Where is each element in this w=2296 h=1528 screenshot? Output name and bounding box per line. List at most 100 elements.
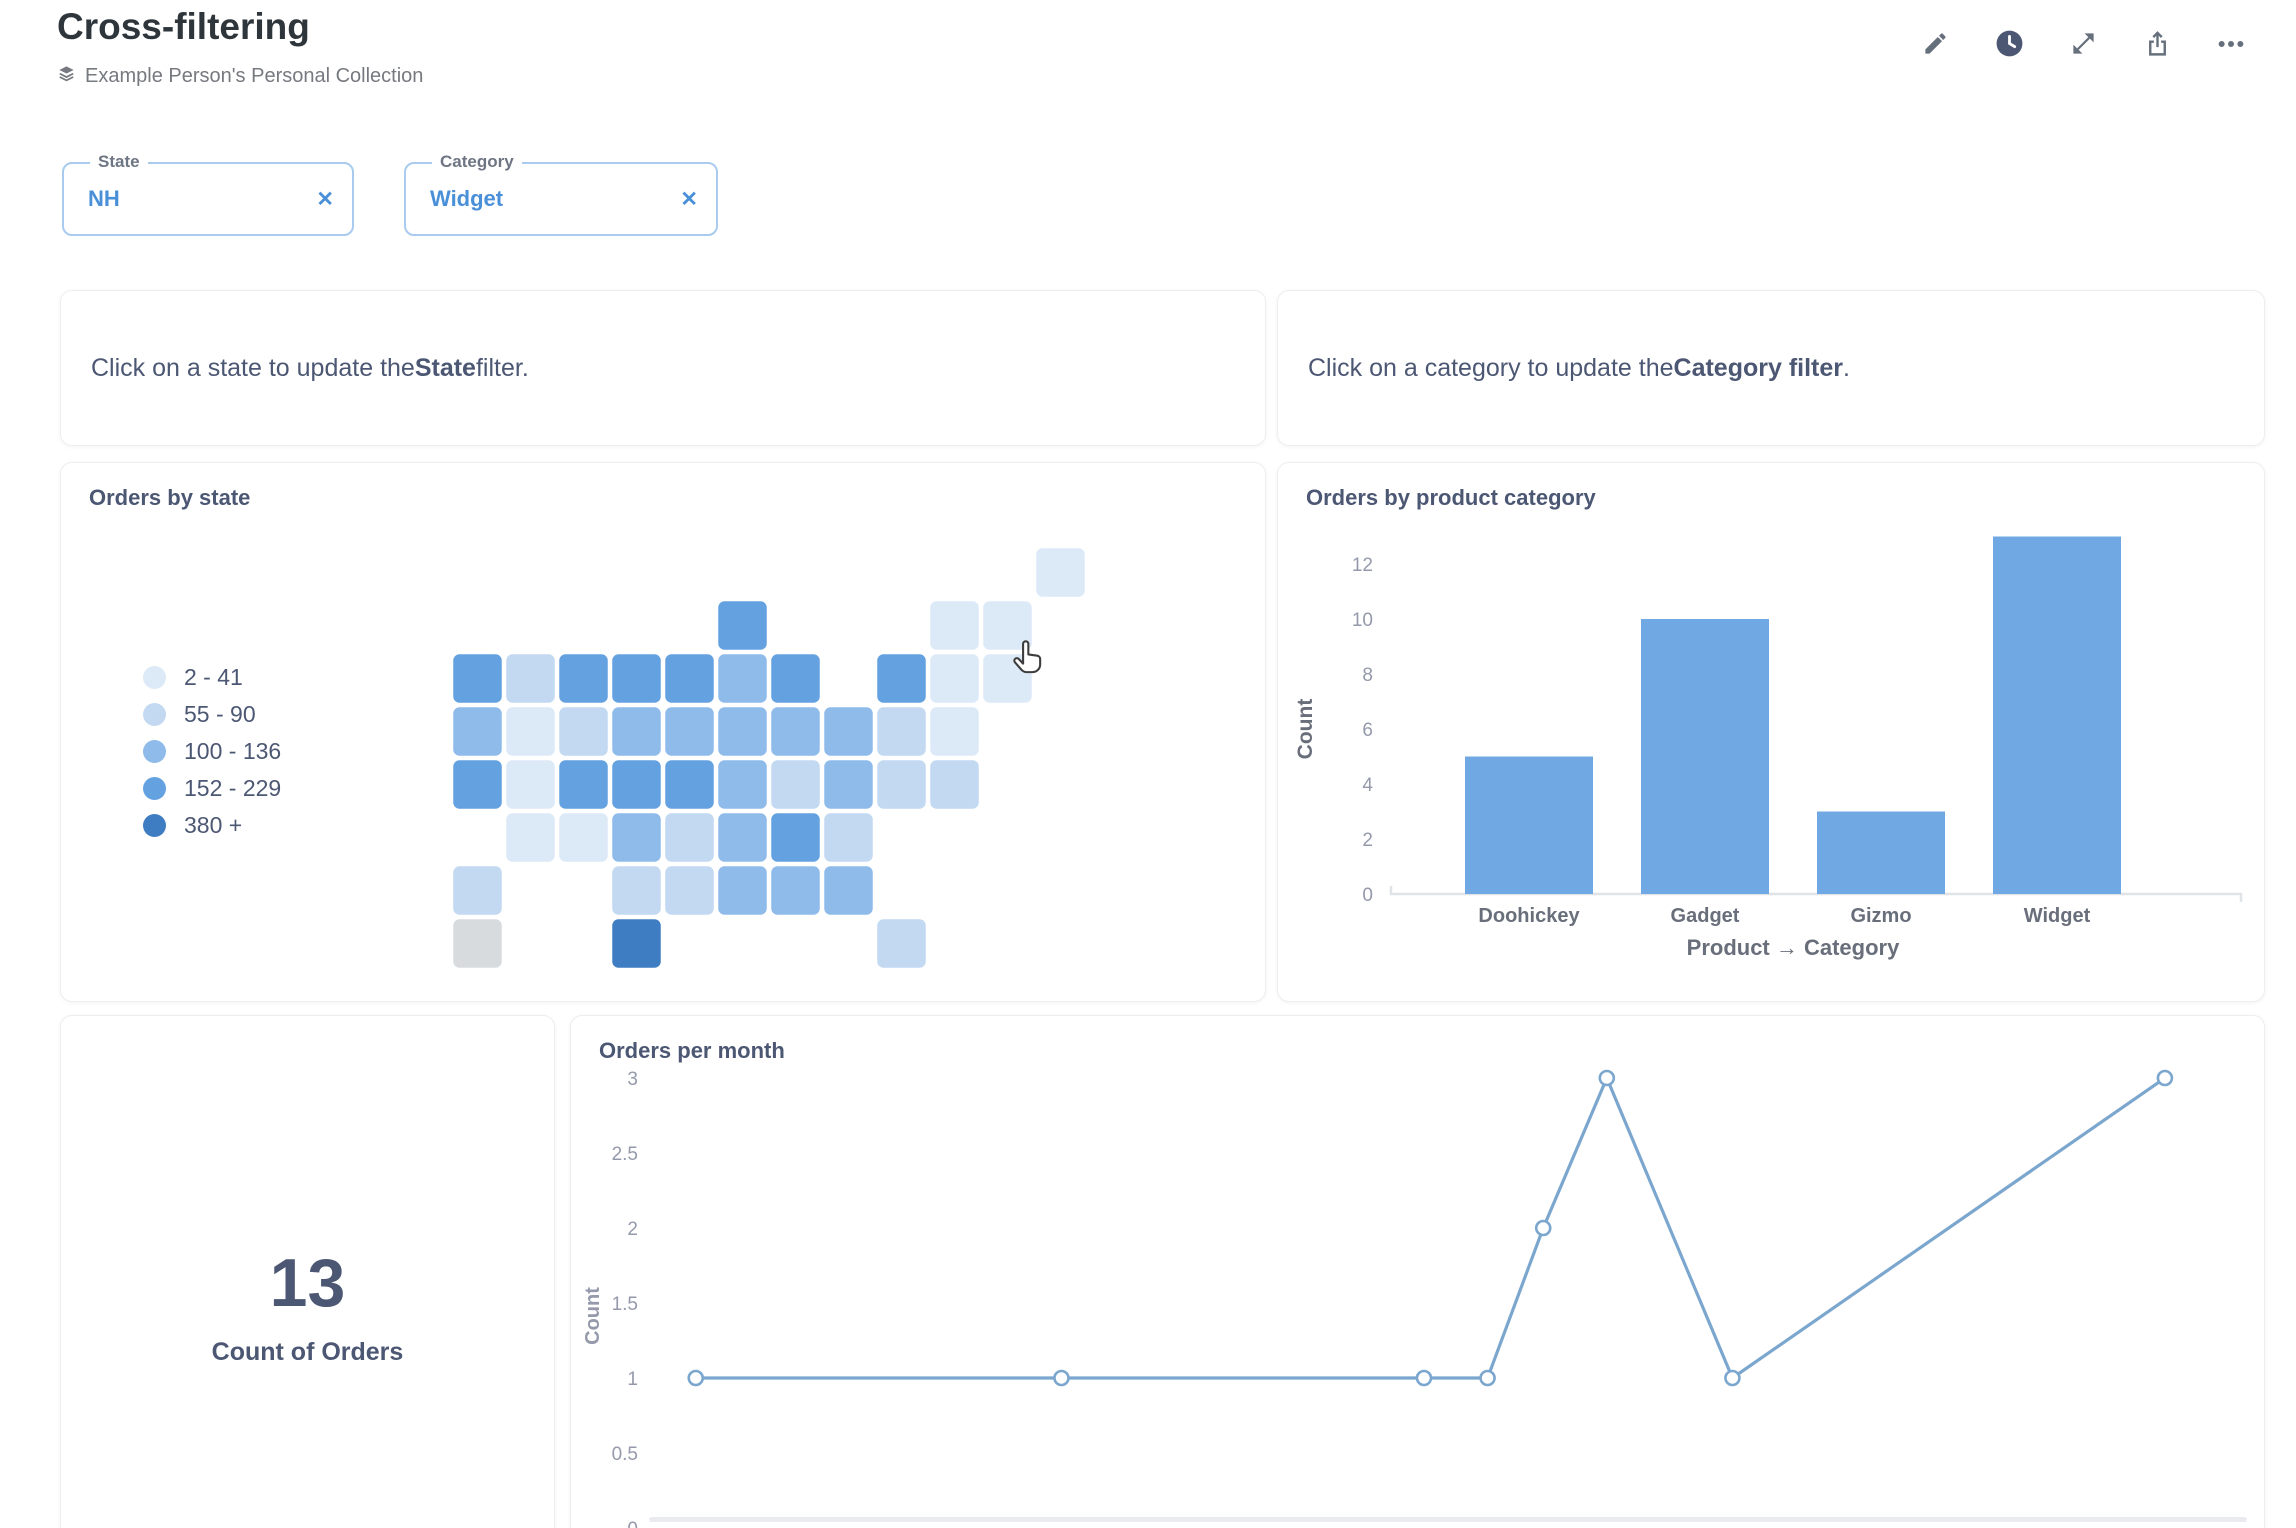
- filter-state-clear-icon[interactable]: ✕: [316, 187, 334, 211]
- bar-Gadget[interactable]: [1641, 619, 1769, 894]
- filter-category-clear-icon[interactable]: ✕: [680, 187, 698, 211]
- breadcrumb[interactable]: Example Person's Personal Collection: [57, 64, 423, 89]
- state-tile-MT[interactable]: [557, 652, 610, 705]
- state-tile-ID[interactable]: [504, 652, 557, 705]
- bar-Doohickey[interactable]: [1465, 756, 1593, 895]
- state-tile-AL[interactable]: [769, 864, 822, 917]
- state-tile-IA[interactable]: [663, 705, 716, 758]
- state-tile-AR[interactable]: [663, 811, 716, 864]
- filter-category[interactable]: Category Widget ✕: [404, 152, 718, 236]
- line-y-tick-label: 1.5: [612, 1294, 638, 1315]
- history-button[interactable]: [1992, 28, 2026, 62]
- state-tile-UT[interactable]: [504, 758, 557, 811]
- edit-dashboard-button[interactable]: [1918, 28, 1952, 62]
- legend-label: 100 - 136: [184, 738, 282, 764]
- state-tile-OR[interactable]: [451, 705, 504, 758]
- state-tile-KS[interactable]: [610, 811, 663, 864]
- more-options-button[interactable]: [2214, 28, 2248, 62]
- state-tile-IL[interactable]: [716, 652, 769, 705]
- state-tile-AK[interactable]: [451, 864, 504, 917]
- line-point-1[interactable]: [1053, 1369, 1070, 1387]
- filter-state[interactable]: State NH ✕: [62, 152, 354, 236]
- fullscreen-button[interactable]: [2066, 28, 2100, 62]
- state-tile-MD[interactable]: [875, 758, 928, 811]
- state-tile-ME[interactable]: [1034, 546, 1087, 599]
- state-tile-WI[interactable]: [716, 599, 769, 652]
- state-tile-VA[interactable]: [822, 758, 875, 811]
- bar-category-label: Gadget: [1671, 905, 1740, 927]
- line-y-axis-title: Count: [582, 1287, 604, 1345]
- state-tile-WV[interactable]: [769, 758, 822, 811]
- state-tile-AZ[interactable]: [504, 811, 557, 864]
- line-chart-svg: 0 0.5 1 1.5 2 2.5 3 Count: [582, 1069, 2247, 1528]
- expand-icon: [2070, 30, 2097, 60]
- state-tile-NV[interactable]: [504, 705, 557, 758]
- map-legend-item: 55 - 90: [143, 696, 281, 733]
- orders-per-month-card: Orders per month 0 0.5 1 1.5 2 2.5 3 Count: [570, 1015, 2265, 1528]
- state-tile-LA[interactable]: [663, 864, 716, 917]
- state-tile-CT[interactable]: [928, 705, 981, 758]
- line-point-2[interactable]: [1415, 1369, 1433, 1387]
- state-tile-TN[interactable]: [716, 811, 769, 864]
- line-point-0[interactable]: [687, 1369, 705, 1387]
- state-tile-MS[interactable]: [716, 864, 769, 917]
- state-tile-MA[interactable]: [928, 652, 981, 705]
- state-tile-SC[interactable]: [822, 811, 875, 864]
- state-tile-CA[interactable]: [451, 758, 504, 811]
- line-x-axis-line: [649, 1517, 2247, 1522]
- line-point-6[interactable]: [1724, 1369, 1741, 1387]
- state-tile-WA[interactable]: [451, 652, 504, 705]
- state-tile-OH[interactable]: [769, 705, 822, 758]
- state-tile-HI[interactable]: [451, 917, 504, 970]
- state-tile-NY[interactable]: [875, 652, 928, 705]
- legend-dot-icon: [143, 814, 166, 837]
- state-tile-OK[interactable]: [610, 864, 663, 917]
- bar-y-tick-label: 12: [1352, 555, 1373, 576]
- bar-Gizmo[interactable]: [1817, 811, 1945, 895]
- bar-category-label: Gizmo: [1850, 905, 1911, 927]
- bar-Widget[interactable]: [1993, 536, 2121, 895]
- line-series-path: [695, 1076, 2166, 1380]
- state-tile-NM[interactable]: [557, 811, 610, 864]
- line-y-tick-label: 2: [627, 1219, 638, 1240]
- state-tile-WY[interactable]: [557, 705, 610, 758]
- state-tile-NC[interactable]: [769, 811, 822, 864]
- state-tile-NJ[interactable]: [875, 705, 928, 758]
- state-tile-DE[interactable]: [928, 758, 981, 811]
- bar-chart-svg: 0 2 4 6 8 10 12 Doohickey Gadget Gizmo Widget Produ…: [1294, 536, 2243, 960]
- share-icon: [2143, 29, 2172, 61]
- line-point-5[interactable]: [1598, 1069, 1616, 1087]
- page-title: Cross-filtering: [57, 6, 310, 47]
- map-legend-item: 100 - 136: [143, 733, 281, 770]
- line-point-4[interactable]: [1534, 1219, 1552, 1237]
- filter-category-value[interactable]: Widget: [430, 186, 504, 211]
- filter-state-value[interactable]: NH: [88, 186, 120, 211]
- line-point-7[interactable]: [2156, 1069, 2174, 1087]
- state-tile-MN[interactable]: [663, 652, 716, 705]
- share-button[interactable]: [2140, 28, 2174, 62]
- state-tile-TX[interactable]: [610, 917, 663, 970]
- category-note-suffix: .: [1843, 353, 1850, 382]
- state-tile-CO[interactable]: [557, 758, 610, 811]
- state-note-prefix: Click on a state to update the: [91, 353, 415, 382]
- orders-by-state-card: Orders by state 2 - 41 55 - 90 100 - 136 15…: [60, 462, 1266, 1002]
- state-tile-FL[interactable]: [875, 917, 928, 970]
- state-tile-IN[interactable]: [716, 705, 769, 758]
- state-tile-NH[interactable]: [981, 599, 1034, 652]
- legend-dot-icon: [143, 703, 166, 726]
- state-tile-KY[interactable]: [716, 758, 769, 811]
- line-y-tick-label: 0: [627, 1519, 638, 1528]
- state-tile-ND[interactable]: [610, 652, 663, 705]
- map-legend: 2 - 41 55 - 90 100 - 136 152 - 229 380 +: [143, 659, 281, 844]
- state-tile-MO[interactable]: [663, 758, 716, 811]
- bar-x-axis-title: Product → Category: [1687, 935, 1900, 960]
- legend-label: 380 +: [184, 812, 243, 838]
- state-tile-PA[interactable]: [822, 705, 875, 758]
- state-tile-SD[interactable]: [610, 705, 663, 758]
- state-tile-MI[interactable]: [769, 652, 822, 705]
- header-actions: [1918, 28, 2248, 62]
- line-point-3[interactable]: [1479, 1369, 1496, 1387]
- state-tile-NE[interactable]: [610, 758, 663, 811]
- state-tile-GA[interactable]: [822, 864, 875, 917]
- state-tile-VT[interactable]: [928, 599, 981, 652]
